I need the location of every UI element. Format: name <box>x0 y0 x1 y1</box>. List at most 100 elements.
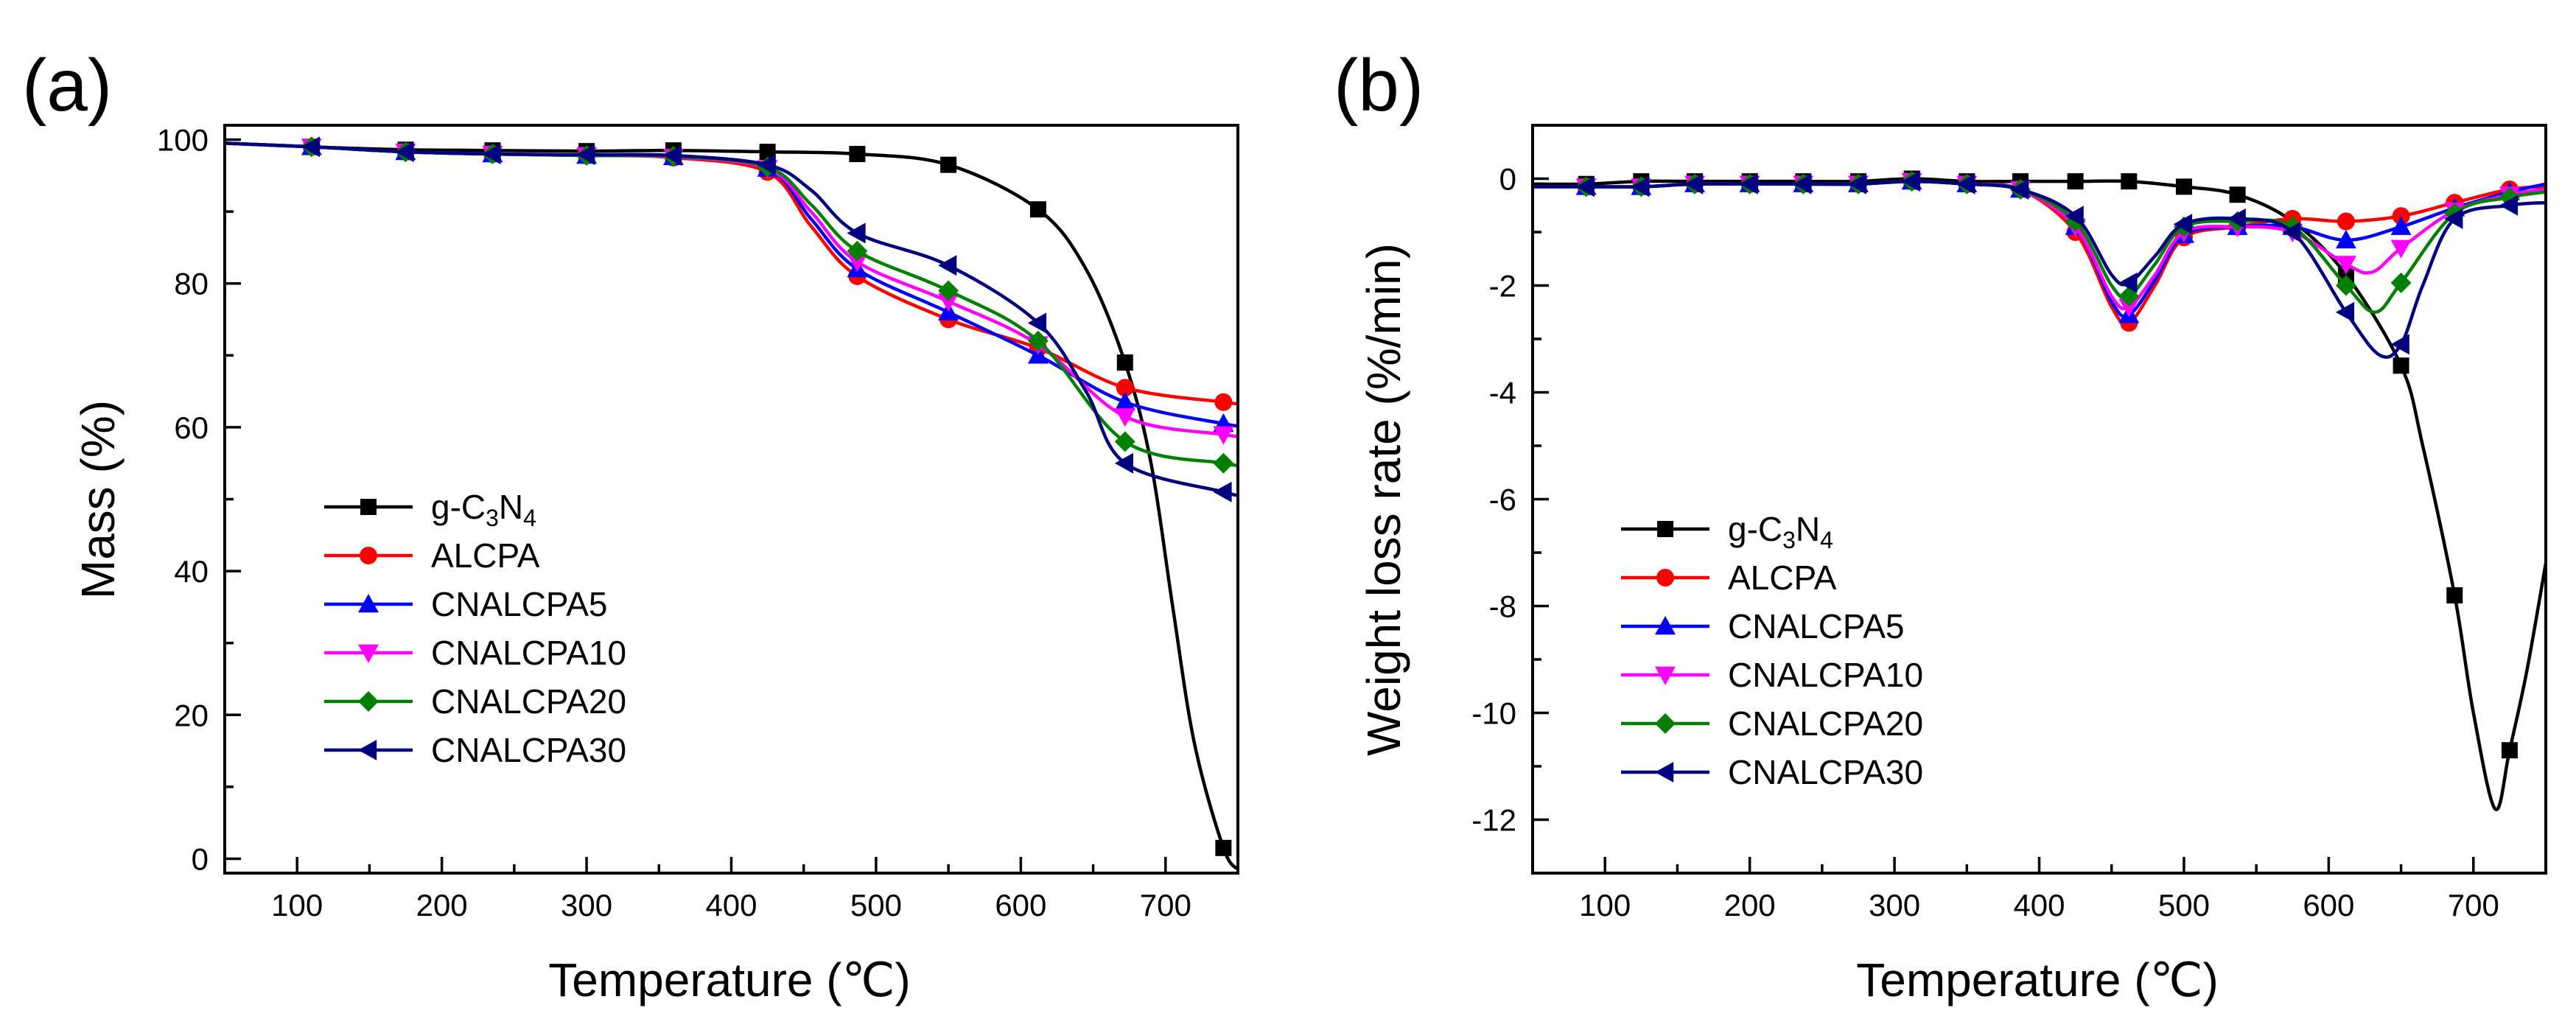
a-point-cnalcpa30 <box>576 144 595 165</box>
b-legend-item-g-c3n4: g-C3N4 <box>1621 510 1833 553</box>
a-series-g-c3n4 <box>225 139 1238 871</box>
b-point-cnalcpa30 <box>2335 301 2355 323</box>
a-legend-swatch-marker <box>360 547 377 564</box>
a-legend-item-alcpa: ALCPA <box>324 536 540 575</box>
a-point-cnalcpa30 <box>301 136 321 158</box>
a-legend-item-g-c3n4: g-C3N4 <box>324 488 536 531</box>
b-point-cnalcpa30 <box>1956 173 1975 195</box>
b-x-tick-label: 700 <box>2448 888 2499 922</box>
b-point-cnalcpa30 <box>2118 272 2138 293</box>
b-point-cnalcpa10 <box>2390 239 2412 259</box>
panel-a-label: (a) <box>22 44 112 127</box>
b-y-tick-label: 0 <box>1499 162 1516 197</box>
panel-a-legend: g-C3N4 ALCPA CNALCPA5 CNALCPA10 CNALCPA20 CNA… <box>324 488 626 769</box>
b-legend-item-alcpa: ALCPA <box>1621 558 1837 597</box>
b-x-tick-label: 100 <box>1579 888 1631 922</box>
b-point-cnalcpa30 <box>2444 208 2463 229</box>
a-point-g-c3n4 <box>1116 354 1133 371</box>
a-y-tick-label: 40 <box>174 554 209 589</box>
b-x-tick-label: 300 <box>1869 888 1920 922</box>
b-point-cnalcpa30 <box>1684 173 1704 195</box>
b-point-g-c3n4 <box>2175 178 2192 195</box>
a-legend-swatch-marker <box>358 740 377 760</box>
b-series-cnalcpa30 <box>1533 171 2546 359</box>
b-point-cnalcpa30 <box>1631 176 1650 197</box>
a-series-cnalcpa30 <box>225 136 1238 503</box>
b-point-cnalcpa30 <box>1739 173 1758 195</box>
panel-b-y-tick-labels: 0 -2 -4 -6 -8 -10 -12 <box>1471 162 1516 838</box>
b-point-cnalcpa30 <box>2065 206 2084 227</box>
b-point-cnalcpa30 <box>2390 334 2409 355</box>
a-x-tick-label: 400 <box>705 888 757 922</box>
a-y-tick-label: 100 <box>157 123 209 158</box>
b-point-g-c3n4 <box>2067 173 2084 190</box>
b-line-cnalcpa5 <box>1533 179 2546 318</box>
b-point-cnalcpa30 <box>2499 195 2519 216</box>
b-legend-label: ALCPA <box>1728 558 1837 597</box>
b-point-cnalcpa10 <box>2118 298 2140 318</box>
a-legend-label: CNALCPA5 <box>431 585 607 623</box>
b-point-cnalcpa30 <box>1575 176 1595 197</box>
a-x-tick-label: 200 <box>416 888 468 922</box>
b-y-tick-label: -6 <box>1489 483 1516 517</box>
a-series-alcpa <box>225 138 1238 411</box>
b-legend-swatch-marker <box>1655 762 1674 782</box>
a-legend-label: g-C3N4 <box>431 488 536 531</box>
b-x-tick-label: 500 <box>2158 888 2210 922</box>
a-legend-swatch-marker <box>358 594 379 613</box>
b-legend-swatch-marker <box>1655 713 1676 734</box>
a-point-cnalcpa10 <box>1213 426 1234 445</box>
a-point-cnalcpa30 <box>1114 452 1133 474</box>
b-point-g-c3n4 <box>2229 186 2246 203</box>
b-point-cnalcpa30 <box>2173 214 2193 235</box>
a-legend-label: CNALCPA20 <box>431 682 626 721</box>
a-point-g-c3n4 <box>759 144 776 161</box>
b-point-cnalcpa30 <box>1901 171 1920 192</box>
b-y-tick-label: -8 <box>1489 589 1516 624</box>
panel-a-series <box>225 136 1238 871</box>
b-legend-label: CNALCPA30 <box>1728 753 1923 791</box>
panel-b-y-axis-title: Weight loss rate (%/min) <box>1357 243 1410 756</box>
a-point-cnalcpa5 <box>1114 391 1135 410</box>
b-point-alcpa <box>2392 207 2410 225</box>
b-point-cnalcpa30 <box>2282 222 2301 242</box>
a-point-cnalcpa30 <box>938 255 957 276</box>
a-point-cnalcpa10 <box>938 293 959 312</box>
b-point-g-c3n4 <box>2393 357 2409 374</box>
b-point-cnalcpa5 <box>2390 216 2412 235</box>
a-x-tick-label: 100 <box>271 888 323 922</box>
panel-a-x-axis-title: Temperature (℃) <box>548 953 911 1006</box>
b-point-g-c3n4 <box>2121 173 2138 190</box>
panel-b-x-tick-labels: 100 200 300 400 500 600 700 <box>1579 888 2499 922</box>
b-x-tick-label: 600 <box>2303 888 2354 922</box>
a-point-cnalcpa30 <box>757 154 776 175</box>
b-line-g-c3n4 <box>1533 177 2546 812</box>
b-legend-swatch-marker <box>1657 521 1673 537</box>
b-y-tick-label: -10 <box>1471 696 1516 731</box>
a-legend-swatch-marker <box>358 691 379 712</box>
a-legend-swatch-marker <box>358 644 379 663</box>
a-y-tick-label: 0 <box>192 841 209 876</box>
a-legend-item-cnalcpa30: CNALCPA30 <box>324 731 626 769</box>
a-legend-item-cnalcpa10: CNALCPA10 <box>324 634 626 672</box>
panel-b-plot-frame <box>1531 124 2547 875</box>
a-legend-label: CNALCPA30 <box>431 731 626 769</box>
b-legend-label: CNALCPA10 <box>1728 656 1923 694</box>
panel-b-chart: (b) 100 200 300 400 500 600 700 0 -2 -4 -6 -8 -10 -1… <box>1334 44 2547 1006</box>
b-point-g-c3n4 <box>2446 587 2463 603</box>
a-point-cnalcpa30 <box>662 145 682 166</box>
a-point-alcpa <box>1116 379 1134 397</box>
panel-a-y-axis-title: Mass (%) <box>71 400 125 599</box>
b-point-cnalcpa30 <box>1793 173 1812 195</box>
b-legend-label: g-C3N4 <box>1728 510 1833 553</box>
a-line-alcpa <box>225 141 1238 406</box>
a-legend-item-cnalcpa5: CNALCPA5 <box>324 585 607 623</box>
a-point-cnalcpa30 <box>395 141 414 163</box>
a-point-cnalcpa10 <box>1114 408 1135 427</box>
b-legend-item-cnalcpa30: CNALCPA30 <box>1621 753 1923 791</box>
b-point-cnalcpa10 <box>2335 256 2356 275</box>
a-legend-label: CNALCPA10 <box>431 634 626 672</box>
panel-a-chart: (a) 100 200 300 400 500 600 700 0 20 40 60 80 100 g… <box>22 44 1239 1006</box>
a-point-g-c3n4 <box>940 156 957 173</box>
